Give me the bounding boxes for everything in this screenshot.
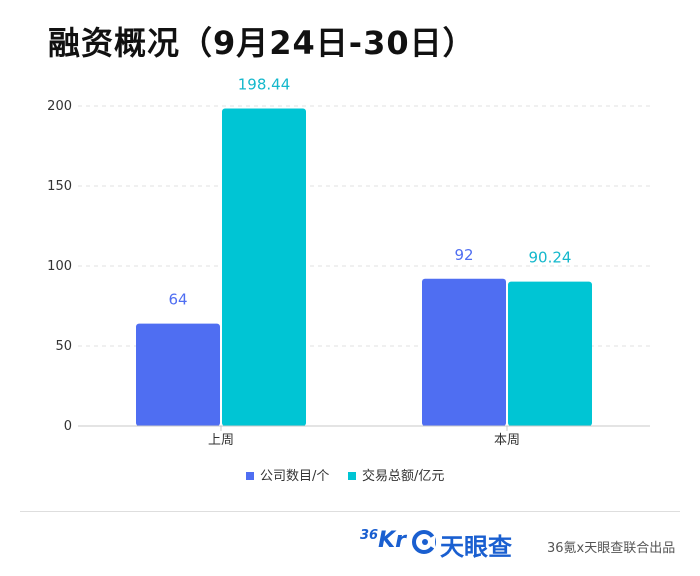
x-axis: 上周 本周 xyxy=(78,425,650,448)
legend-swatch xyxy=(246,472,254,480)
y-axis: 0 50 100 150 200 xyxy=(47,99,72,434)
legend-label: 交易总额/亿元 xyxy=(362,468,444,484)
tianyancha-logo-icon xyxy=(412,530,436,554)
bar xyxy=(136,323,220,426)
footer-divider xyxy=(20,511,680,512)
bar xyxy=(222,108,306,426)
y-tick-label: 0 xyxy=(64,419,72,434)
y-tick-label: 200 xyxy=(47,99,72,114)
y-tick-label: 150 xyxy=(47,179,72,194)
bar xyxy=(422,278,506,426)
brand-36kr-logo: 36Kr xyxy=(360,528,406,553)
legend-swatch xyxy=(348,472,356,480)
x-tick-label: 上周 xyxy=(208,433,234,448)
legend-label: 公司数目/个 xyxy=(260,469,329,484)
bar-chart: 0 50 100 150 200 64 198.44 92 90.24 上周 本周 公司数目/个… xyxy=(47,75,650,484)
bar xyxy=(508,281,592,426)
y-tick-label: 50 xyxy=(55,339,72,354)
y-tick-label: 100 xyxy=(47,259,72,274)
footer-credit: 36氪x天眼查联合出品 xyxy=(547,541,676,556)
x-tick-label: 本周 xyxy=(494,433,520,448)
chart-title: 融资概况（9月24日-30日） xyxy=(48,24,476,62)
data-label: 198.44 xyxy=(238,75,291,93)
data-label: 92 xyxy=(454,246,473,264)
brand-tianyancha: 天眼查 xyxy=(440,533,512,561)
data-label: 64 xyxy=(168,291,187,309)
data-label: 90.24 xyxy=(529,249,572,267)
bars: 64 198.44 92 90.24 xyxy=(136,75,592,426)
legend: 公司数目/个 交易总额/亿元 xyxy=(246,468,444,484)
